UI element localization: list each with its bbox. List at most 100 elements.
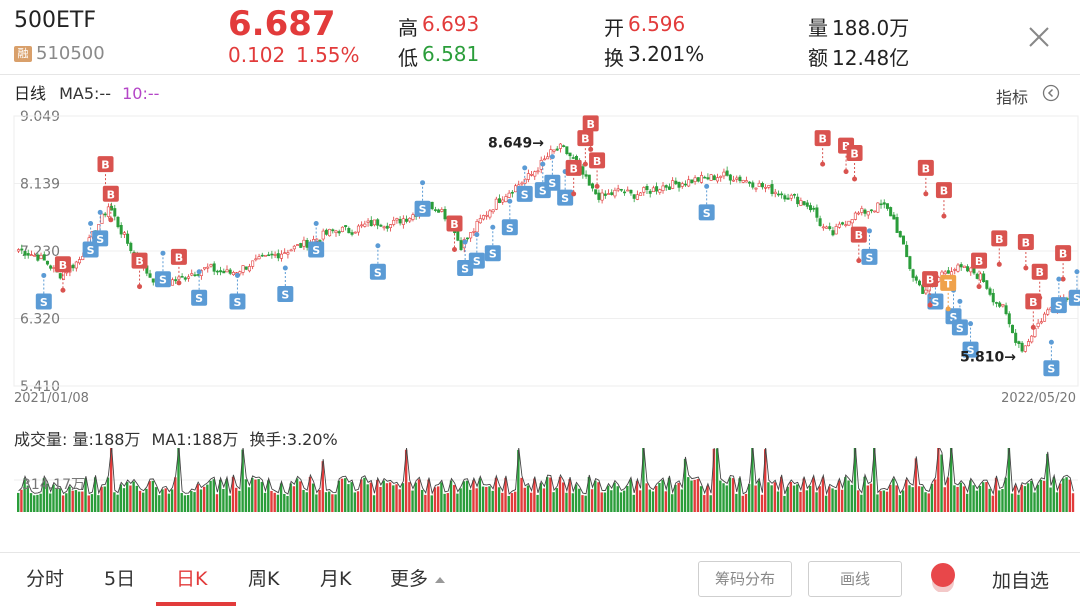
ma-row: 日线 MA5:-- 10:--	[14, 80, 159, 104]
volume-bar	[510, 493, 514, 512]
volume-bar	[651, 491, 655, 512]
candle-body	[203, 267, 207, 270]
candle-body	[360, 224, 364, 227]
volume-bar	[459, 488, 462, 512]
candle-body	[1010, 324, 1014, 334]
volume-bar	[251, 477, 254, 512]
volume-bar	[485, 486, 488, 512]
marker-dot	[462, 239, 468, 245]
volume-bar	[116, 494, 119, 512]
volume-bar	[1065, 477, 1068, 512]
marker-dot	[549, 154, 555, 160]
volume-bar	[340, 478, 344, 512]
marker-dot	[588, 146, 594, 152]
candle-body	[292, 245, 296, 250]
volume-bar	[523, 487, 526, 512]
marker-box	[229, 293, 246, 310]
turnover-value: 3.201%	[628, 42, 705, 66]
candle-body	[969, 267, 973, 273]
candle-body	[305, 240, 309, 248]
marker-box	[544, 174, 561, 191]
volume-bar	[228, 495, 232, 512]
candle-body	[1007, 313, 1011, 325]
volume-bar	[318, 489, 321, 512]
candle-body	[677, 182, 681, 188]
volume-bar	[344, 478, 347, 512]
tab-weekly-k[interactable]: 周K	[248, 568, 280, 590]
marker-label: S	[931, 296, 939, 309]
indicator-button[interactable]: 指标	[996, 88, 1029, 107]
marker-box	[962, 341, 979, 358]
candle-body	[443, 208, 447, 220]
candle-body	[113, 208, 117, 217]
volume-bar	[494, 477, 498, 512]
volume-bar	[661, 480, 664, 512]
tab-5day[interactable]: 5日	[104, 568, 136, 590]
volume-bar	[805, 490, 809, 512]
volume-bar	[436, 486, 440, 512]
tab-daily-k[interactable]: 日K	[176, 568, 208, 590]
candle-body	[789, 194, 793, 199]
candle-body	[366, 220, 370, 223]
volume-bar	[671, 494, 674, 512]
current-price: 6.687	[228, 4, 336, 44]
tab-more[interactable]: 更多	[390, 564, 446, 591]
marker-box	[154, 271, 171, 288]
marker-label: S	[87, 244, 95, 257]
tab-monthly-k[interactable]: 月K	[320, 568, 352, 590]
candle-body	[776, 193, 780, 196]
volume-bar	[587, 477, 591, 512]
volume-bar	[311, 483, 315, 512]
volume-bar	[773, 482, 777, 512]
draw-line-button[interactable]: 画线	[808, 561, 902, 597]
volume-bar	[616, 486, 619, 512]
add-watchlist-button[interactable]: 加自选	[992, 570, 1050, 592]
y-tick-label: 9.049	[20, 109, 60, 125]
marker-dot	[522, 165, 528, 171]
candle-body	[398, 218, 402, 224]
marker-dot	[234, 272, 240, 278]
candle-body	[273, 254, 277, 256]
volume-bar	[863, 476, 866, 512]
close-icon[interactable]	[1026, 24, 1052, 50]
chevron-left-circle-icon[interactable]	[1042, 84, 1060, 102]
volume-bar	[796, 484, 799, 512]
candle-body	[754, 187, 758, 190]
chip-distribution-button[interactable]: 筹码分布	[698, 561, 792, 597]
candle-body	[857, 212, 861, 215]
marker-box	[917, 159, 934, 176]
candle-body	[847, 220, 851, 226]
candle-body	[344, 225, 348, 228]
candle-body	[876, 202, 880, 213]
volume-bar	[491, 490, 494, 512]
min-annotation: 5.810→	[960, 349, 1016, 365]
volume-bar	[754, 485, 757, 512]
volume-bar	[440, 482, 443, 512]
volume-chart[interactable]	[0, 448, 1080, 548]
marker-box	[468, 252, 485, 269]
volume-bar	[735, 493, 738, 512]
x-end-label: 2022/05/20	[1001, 391, 1076, 406]
volume-bar	[908, 485, 911, 512]
volume-bar	[456, 493, 459, 512]
candle-body	[510, 191, 514, 194]
marker-label: B	[135, 255, 143, 268]
candle-body	[905, 244, 909, 258]
candle-body	[629, 189, 633, 194]
marker-dot	[41, 272, 47, 278]
marker-dot	[108, 217, 114, 223]
candle-body	[664, 185, 668, 188]
candle-body	[818, 218, 822, 226]
volume-bar	[921, 486, 924, 512]
record-icon[interactable]	[928, 562, 958, 592]
marker-label: S	[521, 188, 529, 201]
volume-bar	[392, 485, 395, 512]
tab-intraday[interactable]: 分时	[26, 568, 65, 590]
low-label: 低	[398, 46, 418, 70]
candle-body	[706, 177, 710, 180]
candle-body	[558, 143, 562, 149]
marker-box	[102, 185, 119, 202]
volume-bar	[869, 483, 873, 512]
volume-bar	[45, 483, 49, 512]
